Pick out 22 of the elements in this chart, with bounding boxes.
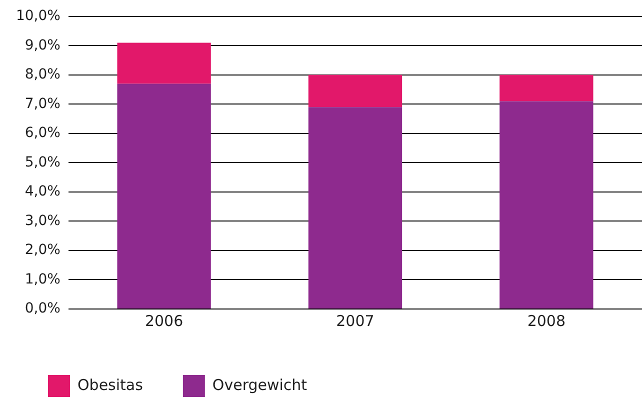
- y-tick-label: 10,0%: [16, 8, 60, 24]
- legend-label: Overgewicht: [212, 376, 308, 394]
- y-tick-label: 8,0%: [24, 66, 60, 83]
- y-tick-label: 9,0%: [24, 37, 60, 54]
- legend-label: Obesitas: [78, 376, 144, 394]
- x-tick-label: 2006: [144, 312, 184, 330]
- y-tick-label: 2,0%: [24, 242, 60, 258]
- bar: [308, 107, 402, 308]
- bar: [500, 74, 594, 102]
- y-tick-label: 4,0%: [24, 184, 60, 200]
- y-tick-label: 0,0%: [24, 300, 60, 317]
- x-tick-label: 2007: [336, 312, 374, 330]
- bar: [308, 74, 402, 108]
- x-tick-label: 2008: [527, 312, 566, 330]
- y-tick-label: 6,0%: [24, 125, 60, 142]
- y-tick-label: 1,0%: [24, 271, 60, 288]
- y-tick-label: 7,0%: [24, 96, 60, 112]
- y-tick-label: 3,0%: [24, 212, 60, 229]
- bar: [117, 42, 211, 84]
- bar: [117, 84, 211, 308]
- y-tick-label: 5,0%: [24, 154, 60, 170]
- bar: [500, 101, 594, 308]
